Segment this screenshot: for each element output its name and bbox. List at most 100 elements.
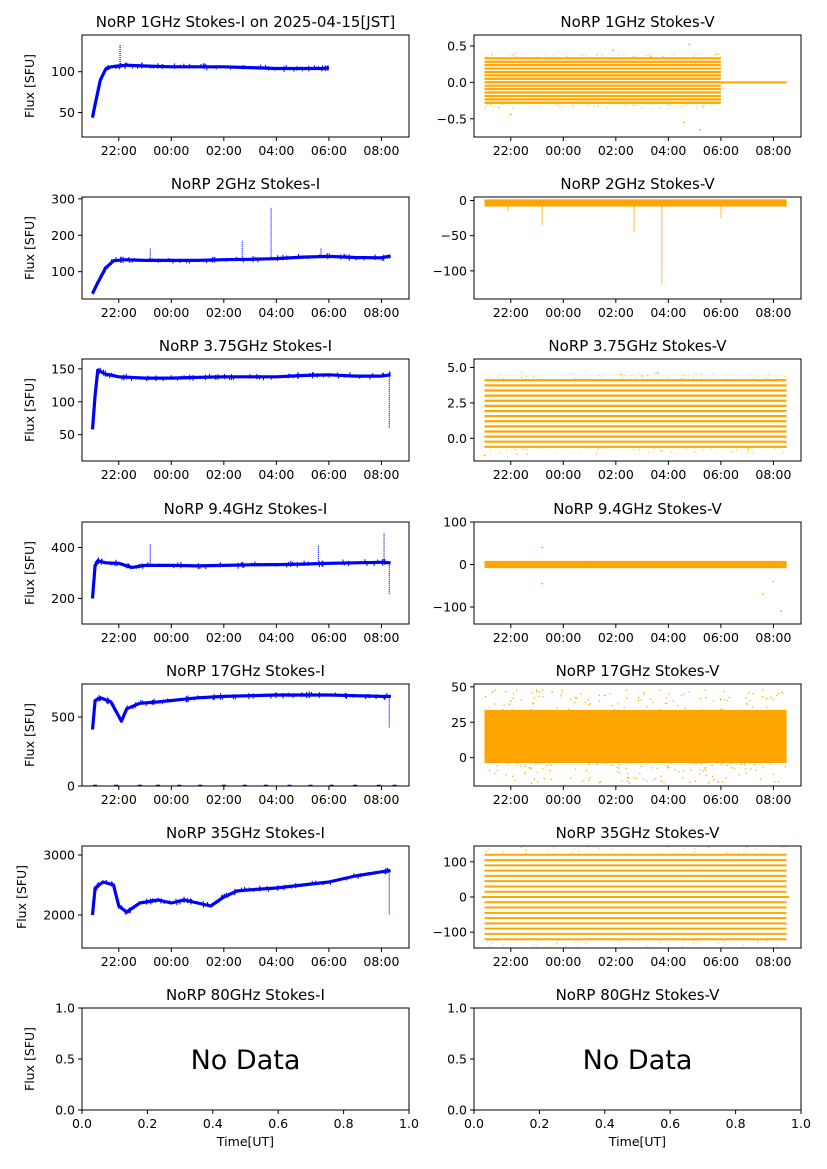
x-tick-label: 08:00 — [755, 954, 791, 969]
stokes-v-point — [502, 944, 505, 946]
stokes-v-point — [728, 199, 730, 201]
stokes-v-point — [494, 703, 496, 705]
stokes-i-series — [91, 254, 391, 295]
stokes-v-point — [588, 703, 590, 706]
stokes-v-point — [710, 449, 712, 451]
stokes-v-point — [506, 566, 508, 568]
stokes-v-point — [684, 707, 686, 710]
stokes-v-point — [674, 453, 676, 455]
x-tick-label: 00:00 — [545, 143, 581, 158]
stokes-v-point — [713, 709, 716, 712]
stokes-v-point — [609, 710, 611, 712]
x-tick-label: 04:00 — [258, 792, 294, 807]
stokes-v-point — [677, 705, 679, 707]
stokes-v-point — [759, 204, 762, 207]
stokes-v-point — [751, 706, 754, 708]
stokes-v-point — [688, 375, 690, 377]
stokes-v-point — [669, 107, 671, 109]
stokes-v-point — [732, 204, 735, 207]
panel-title: NoRP 80GHz Stokes-V — [556, 986, 721, 1004]
stokes-v-point — [532, 944, 534, 946]
panel-title: NoRP 9.4GHz Stokes-I — [164, 500, 328, 518]
x-tick-label: 1.0 — [791, 1116, 811, 1131]
stokes-v-point — [768, 566, 770, 569]
no-data-label: No Data — [583, 1045, 693, 1076]
stokes-v-point — [546, 102, 548, 104]
y-tick-label: −100 — [433, 925, 467, 940]
x-tick-label: 02:00 — [206, 792, 242, 807]
stokes-v-point — [556, 205, 558, 207]
stokes-v-point — [774, 781, 776, 783]
stokes-v-point — [487, 103, 489, 105]
stokes-v-point — [765, 709, 767, 712]
stokes-v-point — [705, 560, 707, 563]
stokes-v-point — [682, 770, 684, 772]
stokes-v-point — [763, 205, 765, 207]
stokes-v-point — [694, 447, 696, 449]
x-tick-label: 0.2 — [137, 1116, 157, 1131]
x-tick-label: 06:00 — [311, 954, 347, 969]
stokes-v-point — [661, 561, 663, 563]
stokes-v-point — [572, 373, 575, 375]
stokes-v-point — [520, 205, 523, 207]
plot-area — [90, 44, 330, 119]
stokes-v-point — [629, 378, 631, 380]
stokes-v-point — [637, 204, 639, 207]
stokes-v-point — [618, 566, 620, 568]
stokes-v-point — [549, 199, 551, 201]
stokes-v-point — [777, 780, 780, 783]
stokes-v-point — [759, 199, 762, 201]
stokes-v-point — [550, 561, 552, 563]
stokes-v-point — [749, 566, 751, 568]
stokes-v-point — [776, 945, 778, 947]
stokes-v-point — [679, 105, 681, 108]
stokes-v-point — [589, 776, 591, 779]
stokes-v-point — [711, 104, 713, 106]
stokes-v-point — [505, 939, 507, 941]
stokes-v-point — [682, 102, 684, 104]
stokes-v-point — [781, 691, 783, 694]
x-tick-label: 22:00 — [493, 954, 529, 969]
stokes-v-point — [727, 560, 729, 563]
stokes-v-point — [753, 377, 755, 379]
stokes-v-point — [772, 698, 774, 701]
stokes-v-point — [582, 566, 584, 568]
stokes-v-point — [737, 379, 739, 381]
stokes-v-point — [490, 103, 492, 106]
stokes-v-point — [512, 697, 514, 700]
stokes-v-point — [713, 55, 715, 57]
stokes-v-point — [715, 205, 717, 207]
stokes-v-point — [755, 769, 757, 771]
stokes-v-point — [694, 780, 697, 783]
x-tick-label: 22:00 — [101, 467, 137, 482]
stokes-v-point — [697, 844, 698, 845]
stokes-v-point — [724, 853, 727, 855]
stokes-v-point — [617, 205, 620, 207]
stokes-v-point — [726, 764, 728, 767]
stokes-v-point — [634, 566, 636, 568]
stokes-v-point — [682, 105, 684, 107]
stokes-v-point — [744, 764, 746, 766]
stokes-v-point — [509, 566, 511, 569]
stokes-v-point — [740, 763, 743, 766]
stokes-v-point — [631, 56, 633, 58]
x-tick-label: 04:00 — [650, 630, 686, 645]
stokes-v-extreme — [698, 128, 701, 131]
stokes-v-point — [695, 53, 697, 55]
stokes-v-point — [765, 378, 767, 380]
stokes-i-series — [90, 63, 330, 118]
stokes-v-point — [498, 107, 500, 109]
stokes-v-point — [617, 703, 620, 705]
axes-frame — [81, 34, 410, 138]
stokes-v-point — [637, 373, 639, 375]
x-tick-label: 08:00 — [363, 143, 399, 158]
stokes-v-point — [668, 566, 670, 568]
x-tick-label: 02:00 — [598, 305, 634, 320]
stokes-v-point — [617, 53, 620, 55]
stokes-v-point — [545, 561, 547, 563]
stokes-v-point — [631, 939, 633, 942]
stokes-v-point — [516, 763, 518, 765]
stokes-v-point — [777, 199, 779, 201]
stokes-v-point — [530, 782, 533, 784]
panel-11: NoRP 35GHz Stokes-V −100 0 100 22:00 00:00 02:… — [433, 824, 802, 969]
